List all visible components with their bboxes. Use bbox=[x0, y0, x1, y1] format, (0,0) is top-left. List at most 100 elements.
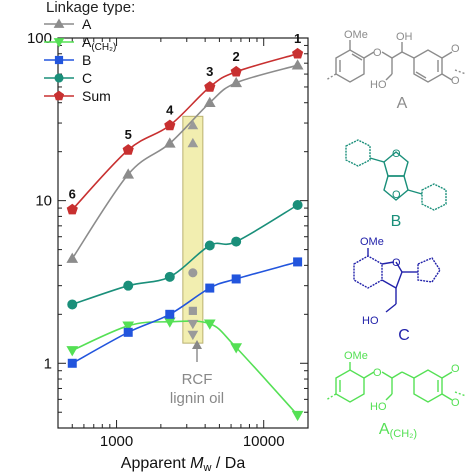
data-point bbox=[205, 283, 215, 293]
structure-a-o: O bbox=[373, 47, 382, 59]
data-point bbox=[292, 47, 304, 59]
structure-a-ho: HO bbox=[370, 79, 387, 91]
series-0 bbox=[66, 59, 304, 263]
data-point bbox=[67, 358, 77, 368]
legend-marker bbox=[53, 18, 65, 28]
structure-a-bond bbox=[391, 51, 403, 59]
structure-b-o1: O bbox=[392, 148, 401, 160]
structure-a-bond bbox=[325, 73, 337, 81]
legend-item: Sum bbox=[44, 88, 111, 104]
x-tick-label: 1000 bbox=[100, 433, 133, 450]
structure-ach2-o-right: O bbox=[451, 363, 460, 375]
x-axis-label: Apparent Mw / Da bbox=[121, 455, 246, 474]
series-line bbox=[71, 64, 298, 260]
y-tick-label: 10 bbox=[35, 193, 52, 210]
legend-item: B bbox=[44, 52, 91, 68]
data-point bbox=[122, 144, 134, 155]
data-point bbox=[123, 280, 134, 291]
point-label: 2 bbox=[233, 49, 240, 64]
structure-ach2-ho: HO bbox=[370, 401, 387, 413]
structure-ach2-label: A(CH₂) bbox=[379, 421, 417, 440]
x-axis-label-var: M bbox=[190, 455, 204, 472]
structure-b-ring-right bbox=[421, 183, 447, 211]
x-axis-label-prefix: Apparent bbox=[121, 455, 190, 472]
structure-a-bond bbox=[385, 73, 393, 81]
rcf-points bbox=[187, 119, 199, 341]
rcf-label-line1: RCF bbox=[182, 371, 213, 388]
legend-items: A A(CH₂)BC Sum bbox=[44, 16, 116, 104]
structure-a-label: A bbox=[397, 95, 408, 112]
point-labels-layer: 6 5 4 3 2 1 bbox=[69, 31, 302, 202]
structure-ach2-bond bbox=[401, 371, 415, 379]
point-label: 4 bbox=[166, 102, 174, 117]
data-point bbox=[204, 240, 215, 251]
y-tick-label: 100 bbox=[27, 30, 52, 47]
rcf-label-line2: lignin oil bbox=[170, 390, 224, 407]
structure-b-ring-left bbox=[345, 139, 371, 167]
data-point bbox=[230, 65, 242, 77]
legend-item: A(CH₂) bbox=[44, 34, 116, 53]
rcf-highlight-layer bbox=[182, 115, 204, 344]
data-point bbox=[123, 327, 133, 337]
data-point bbox=[204, 81, 216, 92]
structure-b-bond bbox=[369, 157, 385, 163]
rcf-annotation: RCF lignin oil bbox=[170, 340, 224, 407]
structure-a-bond bbox=[441, 51, 453, 59]
structure-ach2-o: O bbox=[373, 367, 382, 379]
series-2 bbox=[67, 257, 303, 368]
legend-label: B bbox=[82, 52, 91, 68]
data-point bbox=[203, 96, 216, 107]
structure-b-text: O O B bbox=[391, 148, 402, 230]
structure-a bbox=[325, 40, 467, 83]
structure-a-ome: OMe bbox=[344, 29, 368, 41]
structure-c-bond bbox=[381, 279, 397, 289]
structure-a-ch2 bbox=[325, 362, 467, 403]
structure-ach2-bond bbox=[381, 371, 393, 379]
legend-label: A(CH₂) bbox=[82, 34, 116, 53]
structure-c-ring bbox=[353, 255, 383, 289]
point-label: 3 bbox=[206, 64, 213, 79]
structure-ach2-bond bbox=[385, 393, 393, 401]
legend-label: A bbox=[82, 16, 92, 32]
structure-c-bond bbox=[385, 303, 397, 313]
structure-c-bond bbox=[381, 261, 395, 265]
structure-b-label: B bbox=[391, 213, 402, 230]
structure-ach2-bond bbox=[325, 393, 337, 401]
rcf-arrow-head bbox=[192, 340, 202, 349]
structure-b-furan-bottom bbox=[383, 175, 409, 201]
rcf-data-point bbox=[188, 306, 197, 315]
rcf-data-point bbox=[187, 119, 199, 130]
structure-b bbox=[345, 139, 447, 211]
structure-ach2-bond bbox=[441, 393, 453, 401]
rcf-data-point bbox=[187, 330, 199, 341]
legend-item: A bbox=[44, 16, 92, 32]
structure-ach2-label-sub: (CH₂) bbox=[390, 428, 417, 440]
data-point bbox=[292, 200, 303, 211]
data-point bbox=[164, 271, 175, 282]
structure-ach2-o-right2: O bbox=[451, 397, 460, 409]
structure-c-bond bbox=[395, 261, 403, 273]
structure-ach2-bond bbox=[391, 371, 403, 379]
structure-ach2-bond bbox=[441, 371, 453, 379]
data-point bbox=[66, 203, 78, 215]
legend-item: C bbox=[44, 70, 92, 86]
legend-marker bbox=[54, 73, 64, 83]
series-layer bbox=[66, 47, 304, 422]
rcf-data-point bbox=[187, 319, 199, 330]
structure-b-bond bbox=[407, 189, 423, 195]
y-tick-label: 1 bbox=[44, 355, 52, 372]
x-tick-label: 10000 bbox=[243, 433, 285, 450]
series-line bbox=[71, 53, 298, 211]
legend: Linkage type: A A(CH₂)BC Sum bbox=[44, 0, 135, 104]
structure-a-o-right: O bbox=[451, 43, 460, 55]
data-point bbox=[165, 309, 175, 319]
data-point bbox=[231, 236, 242, 247]
data-point bbox=[231, 274, 241, 284]
data-point bbox=[230, 343, 243, 354]
rcf-data-point bbox=[188, 268, 198, 278]
point-label: 6 bbox=[69, 187, 76, 202]
structure-a-text: OMe O OH HO O O A bbox=[344, 29, 460, 112]
structure-ach2-text: OMe O HO O O A(CH₂) bbox=[344, 350, 460, 440]
structure-b-furan-top bbox=[383, 151, 409, 177]
